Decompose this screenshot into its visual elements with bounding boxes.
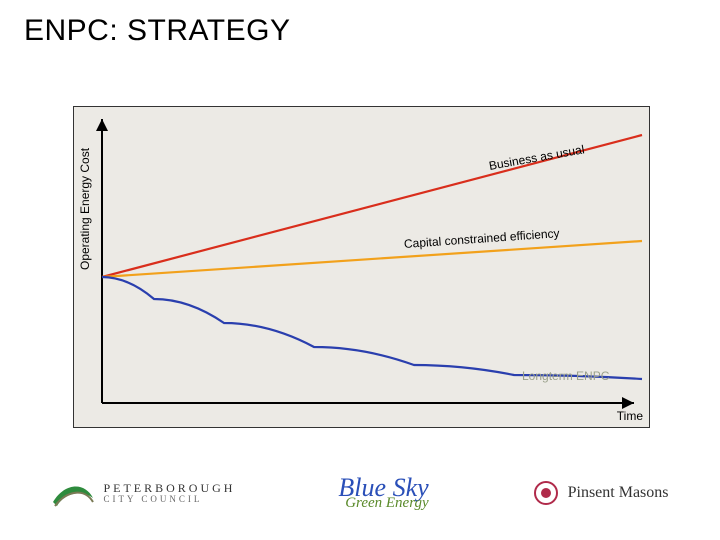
peterborough-text-bottom: CITY COUNCIL bbox=[103, 495, 235, 504]
series-longterm_enpc bbox=[102, 277, 642, 379]
bluesky-text-bottom: Green Energy bbox=[338, 496, 428, 512]
footer-logos: PETERBOROUGH CITY COUNCIL Blue Sky Green… bbox=[0, 458, 720, 528]
slide: ENPC: STRATEGY Business as usualCapital … bbox=[0, 0, 720, 540]
pinsent-icon bbox=[532, 479, 560, 507]
series-label-longterm_enpc: Longterm ENPC bbox=[522, 369, 609, 383]
peterborough-text-top: PETERBOROUGH bbox=[103, 482, 235, 495]
bluesky-logo: Blue Sky Green Energy bbox=[338, 474, 428, 511]
y-axis-label: Operating Energy Cost bbox=[78, 148, 92, 270]
page-title: ENPC: STRATEGY bbox=[24, 14, 290, 48]
series-capital_constrained_efficiency bbox=[102, 241, 642, 277]
pinsent-text: Pinsent Masons bbox=[568, 484, 669, 502]
x-axis-label: Time bbox=[617, 409, 643, 423]
pinsent-logo: Pinsent Masons bbox=[532, 479, 669, 507]
swoosh-icon bbox=[51, 476, 95, 510]
chart-area: Business as usualCapital constrained eff… bbox=[73, 106, 650, 428]
peterborough-logo: PETERBOROUGH CITY COUNCIL bbox=[51, 476, 235, 510]
